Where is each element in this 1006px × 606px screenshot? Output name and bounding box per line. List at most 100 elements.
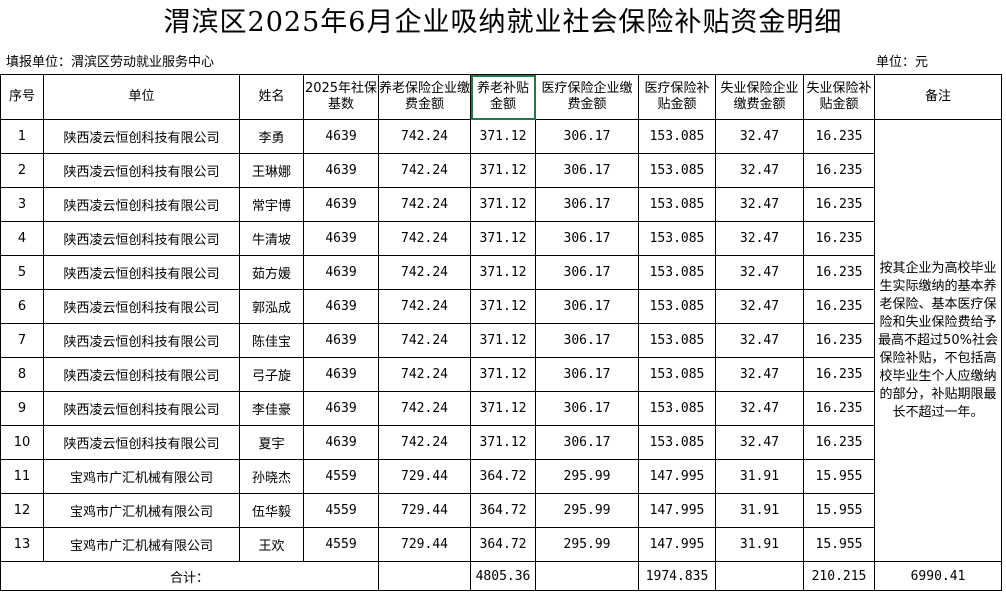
- cell-unemp-sub[interactable]: 16.235: [803, 153, 875, 188]
- cell-name[interactable]: 孙晓杰: [239, 459, 304, 494]
- cell-pension-pay[interactable]: 742.24: [378, 119, 471, 154]
- cell-seq[interactable]: 3: [0, 187, 44, 222]
- cell-unemp-pay[interactable]: 31.91: [715, 459, 804, 494]
- cell-unemp-sub[interactable]: 16.235: [803, 357, 875, 392]
- cell-pension-pay[interactable]: 742.24: [378, 323, 471, 358]
- cell-medical-sub[interactable]: 153.085: [638, 119, 716, 154]
- cell-name[interactable]: 李佳豪: [239, 391, 304, 426]
- cell-base[interactable]: 4559: [303, 527, 379, 562]
- cell-unemp-pay[interactable]: 32.47: [715, 221, 804, 256]
- cell-seq[interactable]: 6: [0, 289, 44, 324]
- cell-company[interactable]: 陕西凌云恒创科技有限公司: [43, 425, 240, 460]
- cell-medical-sub[interactable]: 147.995: [638, 527, 716, 562]
- header-company[interactable]: 单位: [43, 74, 240, 120]
- cell-seq[interactable]: 1: [0, 119, 44, 154]
- cell-medical-pay[interactable]: 306.17: [535, 289, 639, 324]
- cell-medical-pay[interactable]: 306.17: [535, 391, 639, 426]
- cell-seq[interactable]: 9: [0, 391, 44, 426]
- header-unemp-sub[interactable]: 失业保险补贴金额: [803, 74, 875, 120]
- cell-pension-pay[interactable]: 742.24: [378, 187, 471, 222]
- cell-pension-sub[interactable]: 371.12: [470, 255, 536, 290]
- total-grand[interactable]: 6990.41: [874, 561, 1002, 591]
- cell-medical-sub[interactable]: 153.085: [638, 221, 716, 256]
- cell-unemp-pay[interactable]: 32.47: [715, 289, 804, 324]
- cell-medical-sub[interactable]: 153.085: [638, 153, 716, 188]
- cell-pension-sub[interactable]: 371.12: [470, 221, 536, 256]
- cell-pension-sub[interactable]: 371.12: [470, 391, 536, 426]
- total-medical-pay[interactable]: [535, 561, 639, 591]
- cell-company[interactable]: 陕西凌云恒创科技有限公司: [43, 119, 240, 154]
- cell-pension-sub[interactable]: 371.12: [470, 289, 536, 324]
- cell-pension-sub[interactable]: 364.72: [470, 493, 536, 528]
- cell-seq[interactable]: 4: [0, 221, 44, 256]
- header-seq[interactable]: 序号: [0, 74, 44, 120]
- cell-seq[interactable]: 5: [0, 255, 44, 290]
- cell-pension-pay[interactable]: 742.24: [378, 153, 471, 188]
- header-name[interactable]: 姓名: [239, 74, 304, 120]
- cell-seq[interactable]: 8: [0, 357, 44, 392]
- cell-pension-pay[interactable]: 742.24: [378, 391, 471, 426]
- cell-company[interactable]: 陕西凌云恒创科技有限公司: [43, 255, 240, 290]
- total-pension-sub[interactable]: 4805.36: [470, 561, 536, 591]
- header-pension-pay[interactable]: 养老保险企业缴费金额: [378, 74, 471, 120]
- cell-unemp-pay[interactable]: 32.47: [715, 323, 804, 358]
- cell-company[interactable]: 陕西凌云恒创科技有限公司: [43, 357, 240, 392]
- cell-pension-sub[interactable]: 364.72: [470, 459, 536, 494]
- cell-pension-sub[interactable]: 364.72: [470, 527, 536, 562]
- cell-company[interactable]: 陕西凌云恒创科技有限公司: [43, 289, 240, 324]
- cell-name[interactable]: 常宇博: [239, 187, 304, 222]
- cell-medical-pay[interactable]: 306.17: [535, 357, 639, 392]
- header-pension-sub-selected[interactable]: 养老补贴金额: [470, 74, 536, 120]
- cell-unemp-pay[interactable]: 32.47: [715, 119, 804, 154]
- total-unemp-pay[interactable]: [715, 561, 804, 591]
- cell-pension-sub[interactable]: 371.12: [470, 425, 536, 460]
- cell-pension-pay[interactable]: 742.24: [378, 221, 471, 256]
- cell-pension-sub[interactable]: 371.12: [470, 119, 536, 154]
- cell-unemp-pay[interactable]: 32.47: [715, 391, 804, 426]
- cell-unemp-pay[interactable]: 31.91: [715, 527, 804, 562]
- cell-unemp-pay[interactable]: 32.47: [715, 425, 804, 460]
- cell-name[interactable]: 王琳娜: [239, 153, 304, 188]
- cell-medical-sub[interactable]: 147.995: [638, 459, 716, 494]
- cell-pension-sub[interactable]: 371.12: [470, 187, 536, 222]
- cell-name[interactable]: 李勇: [239, 119, 304, 154]
- cell-name[interactable]: 夏宇: [239, 425, 304, 460]
- cell-unemp-pay[interactable]: 32.47: [715, 187, 804, 222]
- cell-medical-pay[interactable]: 306.17: [535, 221, 639, 256]
- cell-company[interactable]: 陕西凌云恒创科技有限公司: [43, 153, 240, 188]
- cell-unemp-sub[interactable]: 15.955: [803, 459, 875, 494]
- remark-cell[interactable]: 按其企业为高校毕业生实际缴纳的基本养老保险、基本医疗保险和失业保险费给予最高不超…: [874, 119, 1002, 562]
- cell-base[interactable]: 4559: [303, 493, 379, 528]
- cell-medical-pay[interactable]: 295.99: [535, 527, 639, 562]
- cell-seq[interactable]: 11: [0, 459, 44, 494]
- header-remark[interactable]: 备注: [874, 74, 1002, 120]
- header-medical-pay[interactable]: 医疗保险企业缴费金额: [535, 74, 639, 120]
- cell-medical-sub[interactable]: 153.085: [638, 425, 716, 460]
- cell-pension-pay[interactable]: 742.24: [378, 425, 471, 460]
- cell-medical-sub[interactable]: 153.085: [638, 323, 716, 358]
- cell-medical-pay[interactable]: 306.17: [535, 119, 639, 154]
- cell-company[interactable]: 陕西凌云恒创科技有限公司: [43, 323, 240, 358]
- cell-pension-pay[interactable]: 742.24: [378, 289, 471, 324]
- cell-medical-pay[interactable]: 306.17: [535, 187, 639, 222]
- cell-unemp-sub[interactable]: 16.235: [803, 391, 875, 426]
- cell-base[interactable]: 4639: [303, 221, 379, 256]
- cell-medical-sub[interactable]: 153.085: [638, 391, 716, 426]
- cell-name[interactable]: 牛清坡: [239, 221, 304, 256]
- cell-unemp-pay[interactable]: 32.47: [715, 153, 804, 188]
- cell-base[interactable]: 4639: [303, 187, 379, 222]
- cell-name[interactable]: 弓子旋: [239, 357, 304, 392]
- cell-seq[interactable]: 10: [0, 425, 44, 460]
- cell-pension-pay[interactable]: 729.44: [378, 493, 471, 528]
- cell-medical-pay[interactable]: 306.17: [535, 153, 639, 188]
- cell-company[interactable]: 陕西凌云恒创科技有限公司: [43, 221, 240, 256]
- cell-name[interactable]: 陈佳宝: [239, 323, 304, 358]
- header-unemp-pay[interactable]: 失业保险企业缴费金额: [715, 74, 804, 120]
- cell-pension-pay[interactable]: 742.24: [378, 255, 471, 290]
- cell-medical-pay[interactable]: 295.99: [535, 459, 639, 494]
- cell-seq[interactable]: 7: [0, 323, 44, 358]
- cell-company[interactable]: 宝鸡市广汇机械有限公司: [43, 527, 240, 562]
- cell-unemp-sub[interactable]: 16.235: [803, 221, 875, 256]
- cell-name[interactable]: 郭泓成: [239, 289, 304, 324]
- cell-unemp-sub[interactable]: 15.955: [803, 493, 875, 528]
